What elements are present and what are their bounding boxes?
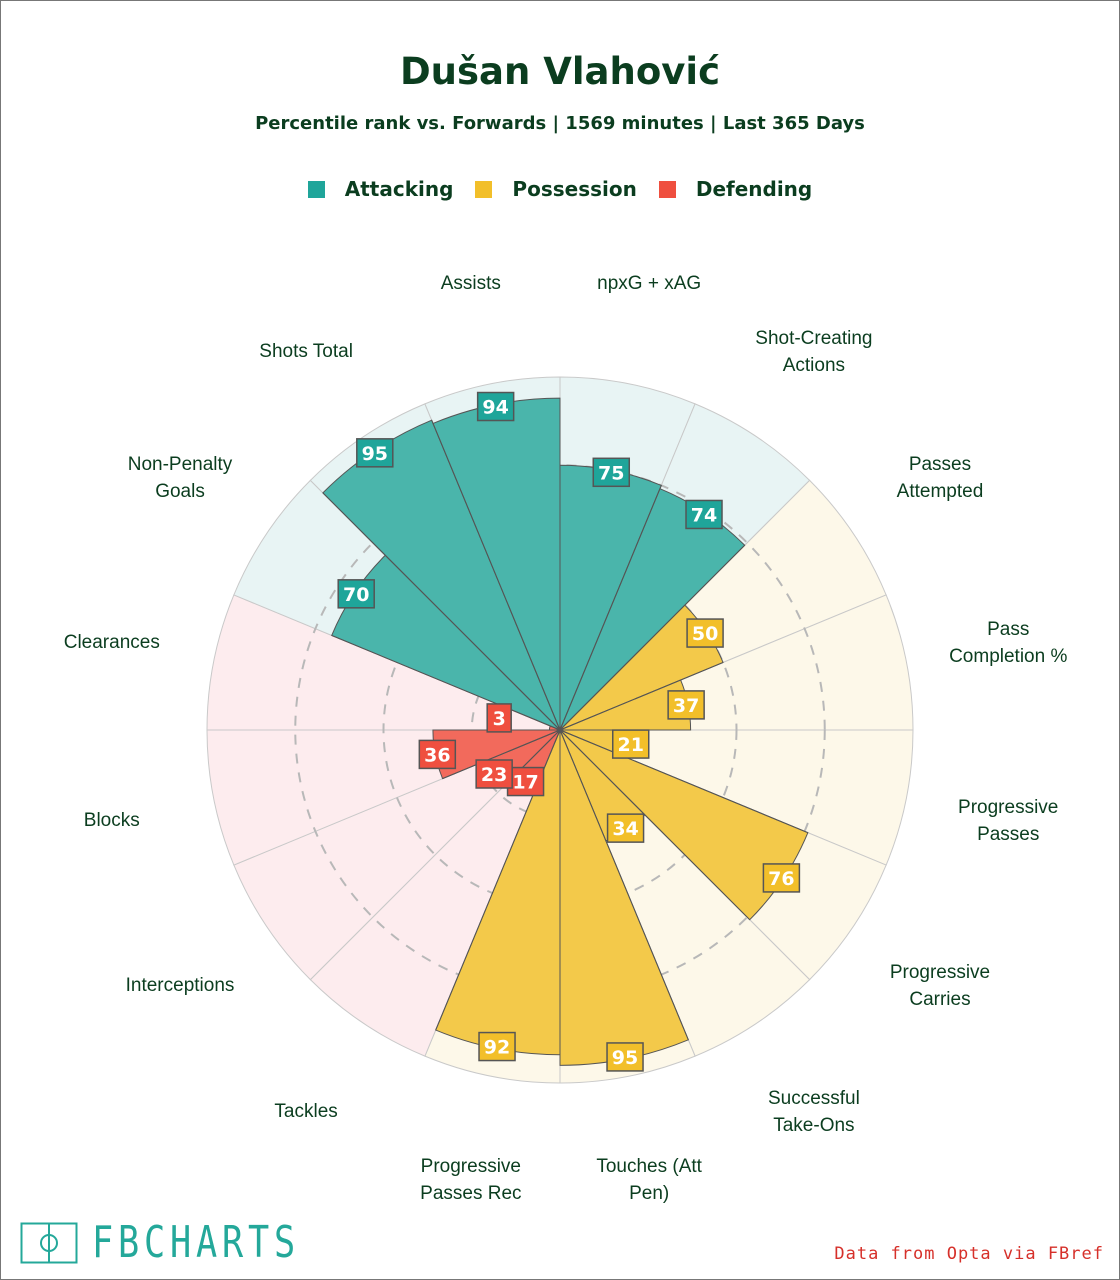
- spoke-line: [559, 729, 689, 1041]
- legend-item-defending: Defending: [658, 177, 813, 201]
- category-label: npxG + xAG: [597, 273, 701, 294]
- legend-swatch: [475, 180, 493, 198]
- value-label-box: [606, 813, 645, 843]
- category-label: Tackles: [274, 1101, 337, 1122]
- value-label: 37: [673, 695, 699, 717]
- category-label: Shots Total: [259, 341, 353, 362]
- legend-swatch: [307, 180, 325, 198]
- spoke-line: [559, 485, 662, 731]
- background-wedge: [559, 729, 914, 866]
- value-label-box: [592, 457, 631, 488]
- logo-text: FBCHARTS: [92, 1217, 300, 1268]
- spoke-line: [331, 634, 561, 731]
- background-wedge: [309, 729, 561, 1057]
- legend-item-attacking: Attacking: [307, 177, 454, 201]
- legend-item-possession: Possession: [475, 177, 637, 201]
- legend-swatch: [658, 180, 676, 198]
- value-label-box: [476, 391, 515, 422]
- value-label-box: [478, 1031, 516, 1062]
- value-label-box: [418, 739, 457, 770]
- category-label: Shot-Creating Actions: [755, 328, 872, 376]
- category-label: Progressive Carries: [890, 962, 990, 1010]
- value-label: 76: [768, 868, 794, 890]
- spoke-line: [559, 661, 724, 731]
- value-label: 74: [691, 504, 717, 526]
- value-label: 92: [484, 1037, 510, 1059]
- chart-subtitle: Percentile rank vs. Forwards | 1569 minu…: [255, 113, 865, 134]
- value-label: 21: [618, 734, 644, 756]
- spoke-line: [559, 729, 751, 921]
- spoke-line: [431, 419, 561, 731]
- value-label: 94: [482, 397, 508, 419]
- spoke-line: [442, 729, 561, 780]
- value-label: 3: [493, 708, 506, 730]
- value-label-box: [611, 729, 650, 759]
- category-label: Non-Penalty Goals: [128, 454, 233, 502]
- legend-label: Defending: [695, 177, 813, 201]
- data-credit: Data from Opta via FBref: [834, 1244, 1104, 1264]
- category-label: Passes Attempted: [897, 454, 984, 502]
- gridline-circle: [294, 464, 826, 996]
- value-label-box: [686, 618, 724, 648]
- legend-label: Attacking: [344, 177, 454, 201]
- value-label-box: [337, 579, 375, 609]
- value-label: 95: [362, 443, 388, 465]
- spoke-line: [559, 544, 746, 731]
- chart-title: Dušan Vlahović: [399, 50, 721, 93]
- category-label: Pass Completion %: [949, 619, 1067, 667]
- value-label-box: [475, 759, 513, 789]
- value-label-box: [606, 1042, 644, 1072]
- category-label: Progressive Passes Rec: [420, 1156, 521, 1204]
- gridline-circle: [382, 552, 738, 908]
- legend: Attacking Possession Defending: [0, 177, 1120, 201]
- spoke-line: [559, 729, 809, 834]
- value-label-box: [356, 438, 394, 468]
- category-label: Clearances: [64, 632, 160, 653]
- legend-label: Possession: [512, 177, 637, 201]
- category-label: Assists: [441, 273, 501, 294]
- spoke-line: [322, 492, 561, 731]
- background-wedge: [206, 594, 561, 731]
- value-label-box: [506, 766, 545, 797]
- category-label: Touches (Att Pen): [596, 1156, 702, 1204]
- background-wedge: [233, 729, 561, 981]
- category-label: Interceptions: [126, 975, 235, 996]
- value-label: 36: [424, 744, 450, 766]
- category-label: Progressive Passes: [958, 797, 1058, 845]
- pitch-icon: [20, 1222, 78, 1263]
- value-label-box: [486, 703, 512, 733]
- value-label: 95: [612, 1047, 638, 1069]
- value-label: 75: [598, 462, 624, 484]
- category-label: Blocks: [84, 810, 140, 831]
- value-label: 23: [481, 764, 507, 786]
- value-label: 17: [512, 772, 538, 794]
- value-label: 50: [692, 623, 718, 645]
- value-label-box: [762, 863, 801, 893]
- value-label-box: [667, 690, 705, 720]
- fbcharts-logo: FBCHARTS: [20, 1217, 352, 1268]
- value-label: 34: [612, 818, 638, 840]
- value-label-box: [685, 499, 723, 530]
- value-label: 70: [343, 584, 369, 606]
- category-label: Successful Take-Ons: [768, 1088, 860, 1136]
